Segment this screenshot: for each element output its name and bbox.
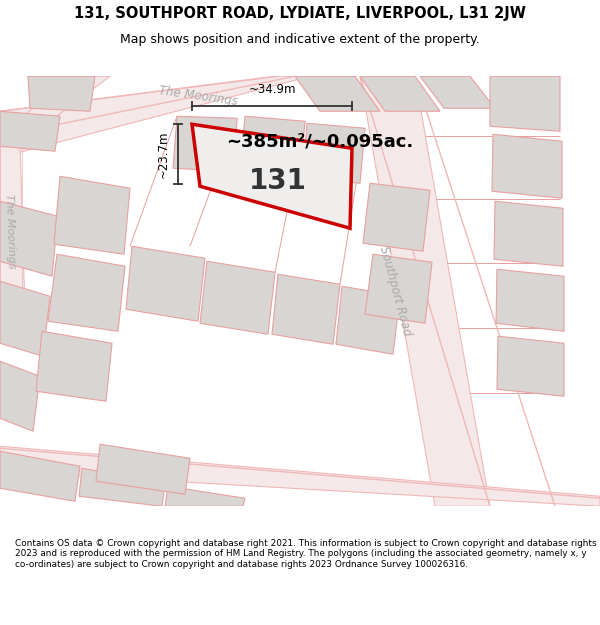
Text: ~23.7m: ~23.7m	[157, 131, 170, 178]
Polygon shape	[36, 331, 112, 401]
Polygon shape	[363, 183, 430, 251]
Polygon shape	[490, 76, 560, 131]
Polygon shape	[200, 261, 275, 334]
Polygon shape	[0, 111, 60, 151]
Polygon shape	[54, 176, 130, 254]
Polygon shape	[492, 134, 562, 198]
Polygon shape	[272, 274, 340, 344]
Polygon shape	[0, 76, 310, 156]
Polygon shape	[336, 286, 400, 354]
Polygon shape	[497, 336, 564, 396]
Polygon shape	[0, 136, 25, 311]
Text: ~385m²/~0.095ac.: ~385m²/~0.095ac.	[226, 132, 413, 150]
Polygon shape	[303, 123, 365, 183]
Polygon shape	[79, 468, 165, 506]
Polygon shape	[48, 254, 125, 331]
Polygon shape	[0, 281, 50, 356]
Polygon shape	[420, 76, 495, 108]
Polygon shape	[0, 201, 58, 276]
Polygon shape	[360, 76, 490, 506]
Polygon shape	[165, 486, 245, 506]
Text: The Moorings: The Moorings	[4, 194, 16, 269]
Text: 131, SOUTHPORT ROAD, LYDIATE, LIVERPOOL, L31 2JW: 131, SOUTHPORT ROAD, LYDIATE, LIVERPOOL,…	[74, 6, 526, 21]
Polygon shape	[494, 201, 563, 266]
Polygon shape	[0, 446, 600, 506]
Polygon shape	[0, 361, 40, 431]
Polygon shape	[240, 116, 305, 176]
Text: The Moorings: The Moorings	[158, 84, 238, 108]
Polygon shape	[496, 269, 564, 331]
Polygon shape	[192, 124, 352, 228]
Text: Map shows position and indicative extent of the property.: Map shows position and indicative extent…	[120, 33, 480, 46]
Polygon shape	[0, 76, 110, 136]
Text: Southport Road: Southport Road	[377, 245, 413, 338]
Polygon shape	[0, 451, 80, 501]
Polygon shape	[360, 76, 440, 111]
Text: ~34.9m: ~34.9m	[248, 83, 296, 96]
Text: Contains OS data © Crown copyright and database right 2021. This information is : Contains OS data © Crown copyright and d…	[15, 539, 596, 569]
Polygon shape	[96, 444, 190, 494]
Polygon shape	[173, 116, 237, 171]
Polygon shape	[295, 76, 380, 111]
Polygon shape	[126, 246, 205, 321]
Text: 131: 131	[249, 168, 307, 195]
Polygon shape	[365, 254, 432, 323]
Polygon shape	[28, 76, 95, 111]
